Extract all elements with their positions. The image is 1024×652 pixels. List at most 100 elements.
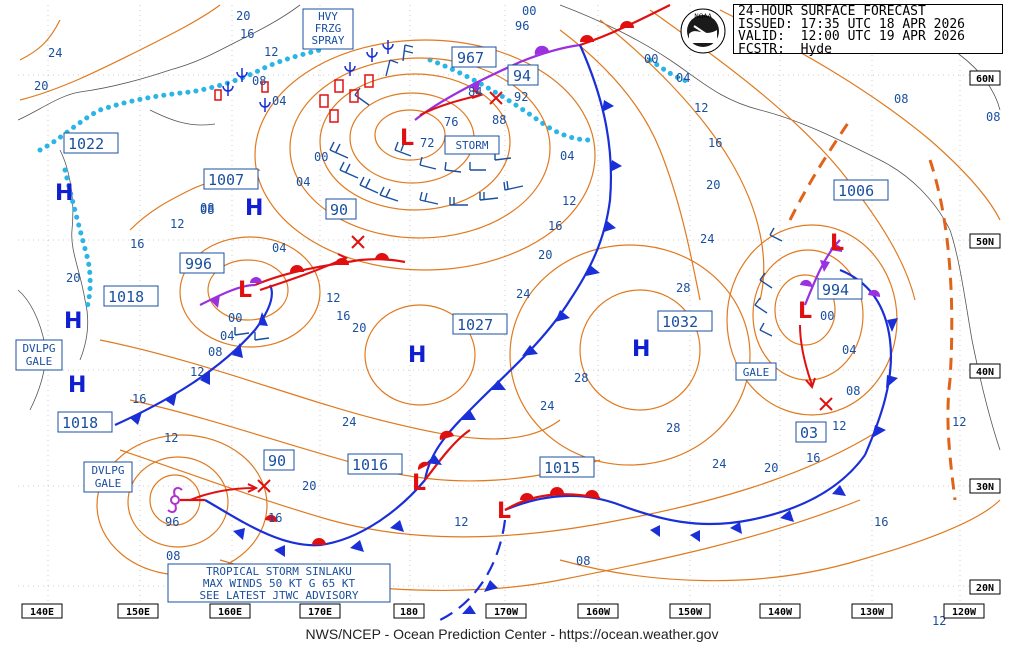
- l-994-label: 994: [822, 281, 849, 299]
- isobar-label: 24: [700, 232, 714, 246]
- isobar-label: 24: [48, 46, 62, 60]
- lat-label-50n: 50N: [976, 237, 994, 248]
- lon-label-160e: 160E: [218, 607, 242, 618]
- isobar-label: 24: [516, 287, 530, 301]
- isobar-label: 12: [562, 194, 576, 208]
- lon-label-150w: 150W: [678, 607, 703, 618]
- tropical-storm-symbol: [167, 487, 183, 513]
- low-967-symbol: L: [400, 126, 414, 151]
- isobar-label: 20: [538, 248, 552, 262]
- l-1016-label: 1016: [352, 456, 388, 474]
- hvy-frzg-spray-line3: SPRAY: [311, 34, 344, 47]
- isobar-label: 16: [132, 392, 146, 406]
- warning-labels: HVY FRZG SPRAY STORM DVLPG GALE DVLPG GA…: [15, 8, 777, 603]
- noaa-logo-icon: NOAA: [680, 8, 726, 54]
- isobar-label: 72: [420, 136, 434, 150]
- l-94-label: 94: [513, 67, 531, 85]
- isobar-label: 08: [894, 92, 908, 106]
- isobar-label: 12: [164, 431, 178, 445]
- hvy-frzg-spray-line2: FRZG: [315, 22, 342, 35]
- isobar-label: 04: [676, 71, 690, 85]
- freezing-spray-symbols: [222, 40, 394, 112]
- isobar-label: 08: [166, 549, 180, 563]
- l-1006-label: 1006: [838, 182, 874, 200]
- lon-label-170w: 170W: [494, 607, 519, 618]
- dvlpg-gale-west-line2: GALE: [26, 355, 53, 368]
- low-1016-symbol: L: [412, 471, 426, 496]
- h-1022-label: 1022: [68, 135, 104, 153]
- l-03-label: 03: [800, 424, 818, 442]
- isobar-label: 12: [832, 419, 846, 433]
- isobar-label: 12: [170, 217, 184, 231]
- isobar-label: 04: [560, 149, 574, 163]
- pressure-symbols: H H H H H H L L L L L L: [55, 126, 844, 524]
- isobar-label: 20: [236, 9, 250, 23]
- isobar-label: 04: [220, 329, 234, 343]
- header-title: 24-HOUR SURFACE FORECAST: [738, 4, 926, 19]
- h-1007-label: 1007: [208, 171, 244, 189]
- latitude-labels: 60N 50N 40N 30N 20N: [969, 70, 1001, 595]
- cold-front-pips: [130, 100, 898, 614]
- isobar-label: 04: [272, 241, 286, 255]
- isobar-label: 00: [644, 52, 658, 66]
- high-1022-symbol: H: [55, 181, 73, 206]
- lon-label-140w: 140W: [768, 607, 793, 618]
- l-1015-label: 1015: [544, 459, 580, 477]
- header-valid: VALID: 12:00 UTC 19 APR 2026: [738, 29, 965, 44]
- isobar-label: 12: [932, 614, 946, 628]
- gale-east-label: GALE: [743, 366, 770, 379]
- warm-front-bumps: [265, 21, 634, 545]
- isobar-label: 20: [302, 479, 316, 493]
- header-issued: ISSUED: 17:35 UTC 18 APR 2026: [738, 16, 965, 32]
- isobar-label: 08: [252, 74, 266, 88]
- isobar-label: 12: [454, 515, 468, 529]
- isobar-label: 24: [712, 457, 726, 471]
- low-1015-symbol: L: [497, 499, 511, 524]
- lon-label-120w: 120W: [952, 607, 977, 618]
- l-90-trop-label: 90: [268, 452, 286, 470]
- forecast-position-x-marks: [257, 91, 833, 493]
- isobar-label: 12: [190, 365, 204, 379]
- l-90-label: 90: [330, 201, 348, 219]
- dvlpg-gale-south-line1: DVLPG: [91, 464, 124, 477]
- isobar-label: 88: [492, 113, 506, 127]
- tropical-storm-line2: MAX WINDS 50 KT G 65 KT: [203, 577, 356, 590]
- isobar-label: 12: [326, 291, 340, 305]
- lat-label-40n: 40N: [976, 367, 994, 378]
- isobar-label: 08: [200, 203, 214, 217]
- pressure-labels: 1022 1007 996 1018 1018 967 94 90 1027 1…: [57, 46, 889, 478]
- isobar-label: 20: [352, 321, 366, 335]
- isobar-label: 12: [694, 101, 708, 115]
- isobar-label: 16: [130, 237, 144, 251]
- isobar-label: 16: [708, 136, 722, 150]
- isobar-label: 16: [806, 451, 820, 465]
- l-967-label: 967: [457, 49, 484, 67]
- coastlines: [17, 4, 1001, 451]
- tropical-storm-line3: SEE LATEST JTWC ADVISORY: [200, 589, 359, 602]
- isobar-label: 00: [228, 311, 242, 325]
- tropical-storm-line1: TROPICAL STORM SINLAKU: [206, 565, 352, 578]
- lon-label-140e: 140E: [30, 607, 54, 618]
- footer-credit: NWS/NCEP - Ocean Prediction Center - htt…: [305, 626, 719, 642]
- h-1018-w-label: 1018: [108, 288, 144, 306]
- isobar-label: 76: [444, 115, 458, 129]
- storm-warning-label: STORM: [455, 139, 488, 152]
- isobar-label: 28: [676, 281, 690, 295]
- ice-edge: [37, 47, 693, 313]
- isobar-label: 20: [66, 271, 80, 285]
- isobar-label: 28: [666, 421, 680, 435]
- isobar-label: 20: [706, 178, 720, 192]
- isobar-label: 16: [336, 309, 350, 323]
- isobar-label: 00: [820, 309, 834, 323]
- fronts: [114, 4, 957, 621]
- h-1027-label: 1027: [457, 316, 493, 334]
- lon-label-160w: 160W: [586, 607, 611, 618]
- isobar-label: 16: [548, 219, 562, 233]
- high-1027-symbol: H: [408, 343, 426, 368]
- isobar-label: 16: [874, 515, 888, 529]
- isobar-label: 00: [522, 4, 536, 18]
- lat-label-20n: 20N: [976, 583, 994, 594]
- isobar-label: 12: [264, 45, 278, 59]
- isobar-label: 08: [846, 384, 860, 398]
